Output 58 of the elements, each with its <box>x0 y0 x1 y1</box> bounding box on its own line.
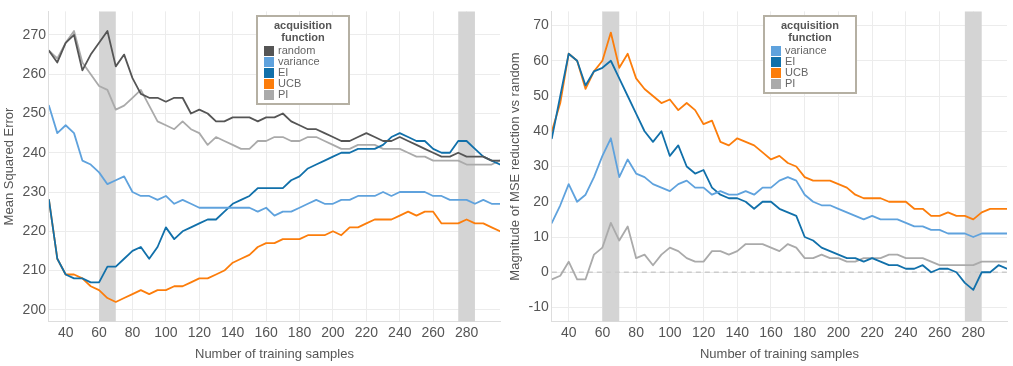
x-tick-label: 240 <box>388 323 412 340</box>
x-tick-label: 220 <box>860 323 885 340</box>
x-tick-label: 180 <box>793 323 817 340</box>
x-tick-label: 160 <box>759 323 783 340</box>
legend-label: UCB <box>785 66 809 79</box>
x-tick-label: 260 <box>421 323 446 340</box>
x-tick-label: 100 <box>658 323 682 340</box>
y-tick-label: 60 <box>533 51 550 68</box>
y-tick-label: 220 <box>22 222 47 239</box>
x-tick-label: 60 <box>91 323 108 340</box>
y-tick-label: 0 <box>541 263 550 280</box>
y-axis-title: Mean Squared Error <box>1 106 17 226</box>
legend-label: PI <box>278 88 289 101</box>
y-axis-title: Magnitude of MSE reduction vs random <box>507 52 523 281</box>
legend-label: EI <box>785 55 796 68</box>
x-tick-label: 180 <box>287 323 312 340</box>
x-tick-label: 60 <box>594 323 611 340</box>
y-tick-label: 250 <box>22 104 47 121</box>
y-tick-label: 20 <box>533 192 550 209</box>
legend-label: UCB <box>278 77 302 90</box>
x-tick-label: 260 <box>927 323 952 340</box>
x-tick-label: 80 <box>628 323 645 340</box>
y-tick-label: 10 <box>533 227 550 244</box>
x-tick-label: 100 <box>154 323 178 340</box>
y-tick-label: 270 <box>22 25 47 42</box>
y-tick-label: 230 <box>22 182 47 199</box>
x-tick-label: 200 <box>321 323 345 340</box>
x-tick-label: 280 <box>454 323 479 340</box>
y-tick-label: 210 <box>22 261 47 278</box>
x-tick-label: 200 <box>826 323 851 340</box>
x-tick-label: 220 <box>354 323 379 340</box>
legend-label: EI <box>278 66 289 79</box>
x-tick-label: 280 <box>961 323 986 340</box>
x-tick-label: 240 <box>894 323 918 340</box>
y-tick-label: 30 <box>533 157 550 174</box>
x-tick-label: 160 <box>254 323 279 340</box>
legend-label: random <box>278 44 316 57</box>
x-axis-title: Number of training samples <box>194 345 355 361</box>
x-tick-label: 120 <box>187 323 212 340</box>
y-tick-label: 240 <box>22 143 47 160</box>
y-tick-label: 40 <box>533 122 550 139</box>
y-tick-label: 50 <box>533 86 550 103</box>
y-tick-label: 70 <box>533 16 550 33</box>
legend-label: PI <box>785 77 796 90</box>
legend-title: acquisition function <box>272 19 334 44</box>
y-tick-label: -10 <box>528 298 550 315</box>
legend-label: variance <box>785 44 827 57</box>
x-tick-label: 120 <box>691 323 716 340</box>
x-tick-label: 80 <box>124 323 141 340</box>
legend-title: acquisition function <box>779 19 841 44</box>
legend-label: variance <box>278 55 320 68</box>
x-tick-label: 140 <box>725 323 750 340</box>
x-axis-title: Number of training samples <box>699 345 860 361</box>
y-tick-label: 260 <box>22 65 47 82</box>
x-tick-label: 140 <box>221 323 245 340</box>
x-tick-label: 40 <box>57 323 74 340</box>
x-tick-label: 40 <box>560 323 577 340</box>
y-tick-label: 200 <box>22 300 47 317</box>
